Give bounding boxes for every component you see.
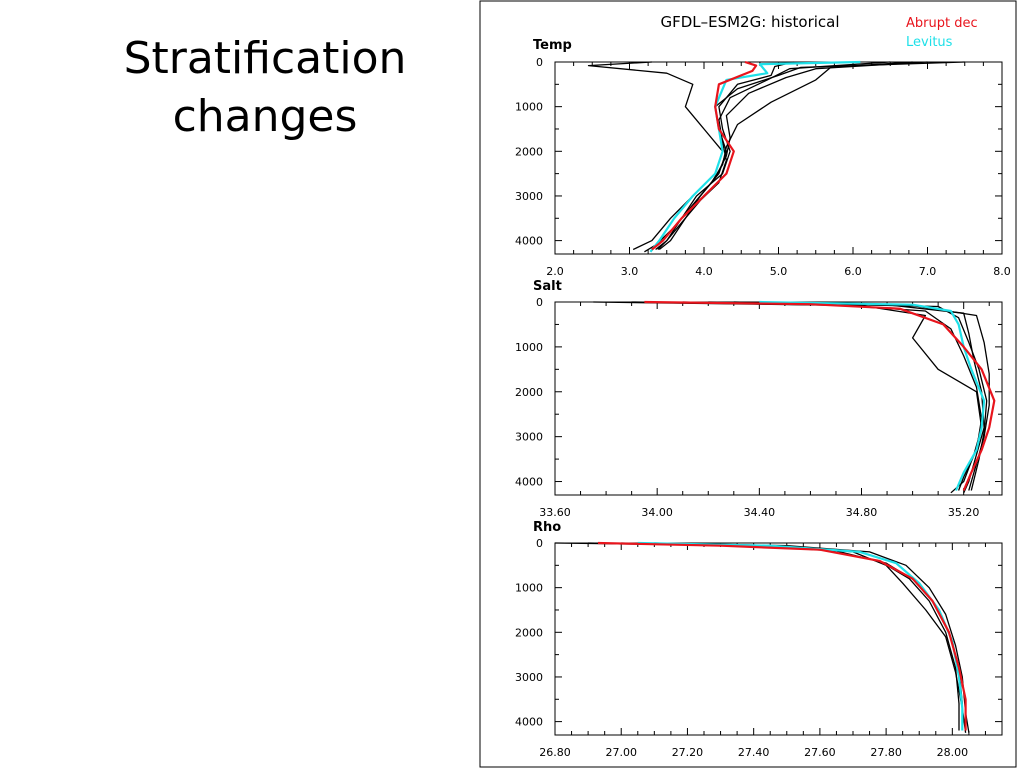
x-tick-label: 27.80 [870,746,902,759]
slide-title-line-2: changes [172,91,358,142]
y-tick-label: 2000 [515,145,543,158]
x-tick-label: 8.0 [993,265,1011,278]
y-tick-label: 0 [536,296,543,309]
slide-title: Stratification changes [40,30,490,146]
x-tick-label: 6.0 [844,265,862,278]
panel-label: Salt [533,279,562,294]
legend-abrupt: Abrupt dec [906,16,978,31]
series-line-model [587,61,724,251]
y-tick-label: 1000 [515,101,543,114]
x-tick-label: 33.60 [539,506,571,519]
y-tick-label: 3000 [515,190,543,203]
y-tick-label: 1000 [515,341,543,354]
y-tick-label: 2000 [515,386,543,399]
series-line-abrupt [597,541,967,731]
y-tick-label: 1000 [515,582,543,595]
figure-title: GFDL–ESM2G: historical [660,13,839,31]
plot-frame [554,542,1003,736]
x-tick-label: 34.80 [846,506,878,519]
panel-label: Temp [533,38,572,53]
panel-label: Rho [533,520,561,535]
x-tick-label: 27.40 [738,746,770,759]
legend-levitus: Levitus [906,35,953,50]
panels: Temp 0 1000 2000 3000 4000 2.0 3.0 4.0 5.0 6.0 7.0 8… [515,38,1011,759]
x-tick-label: 34.40 [744,506,776,519]
y-tick-label: 4000 [515,476,543,489]
y-tick-label: 4000 [515,235,543,248]
series-line-abrupt [651,60,758,251]
series-line-abrupt [644,300,996,491]
y-tick-label: 0 [536,56,543,69]
series-line-levitus [649,60,861,253]
x-tick-label: 35.20 [948,506,980,519]
x-tick-label: 28.00 [937,746,969,759]
x-tick-label: 3.0 [621,265,639,278]
x-tick-label: 4.0 [695,265,713,278]
x-tick-label: 7.0 [919,265,937,278]
panel-salt: Salt 0 1000 2000 3000 4000 33.60 34.00 34.40 34.8… [515,279,1003,519]
panel-rho: Rho 0 1000 2000 3000 4000 26.80 27.00 27.20 27.40… [515,520,1003,759]
series-line-model [655,61,891,251]
x-tick-label: 5.0 [770,265,788,278]
figure-frame [479,0,1017,768]
y-tick-label: 3000 [515,671,543,684]
y-tick-label: 3000 [515,431,543,444]
y-tick-label: 0 [536,537,543,550]
x-tick-label: 27.60 [804,746,836,759]
series-line-levitus [759,300,986,491]
y-tick-label: 4000 [515,716,543,729]
x-tick-label: 27.00 [605,746,637,759]
series-line-model [593,301,983,494]
slide-title-line-1: Stratification [123,33,407,84]
x-tick-label: 27.20 [672,746,704,759]
x-tick-label: 2.0 [546,265,564,278]
x-tick-label: 26.80 [539,746,571,759]
x-tick-label: 34.00 [641,506,673,519]
y-tick-label: 2000 [515,626,543,639]
panel-temp: Temp 0 1000 2000 3000 4000 2.0 3.0 4.0 5.0 6.0 7.0 8… [515,38,1011,278]
